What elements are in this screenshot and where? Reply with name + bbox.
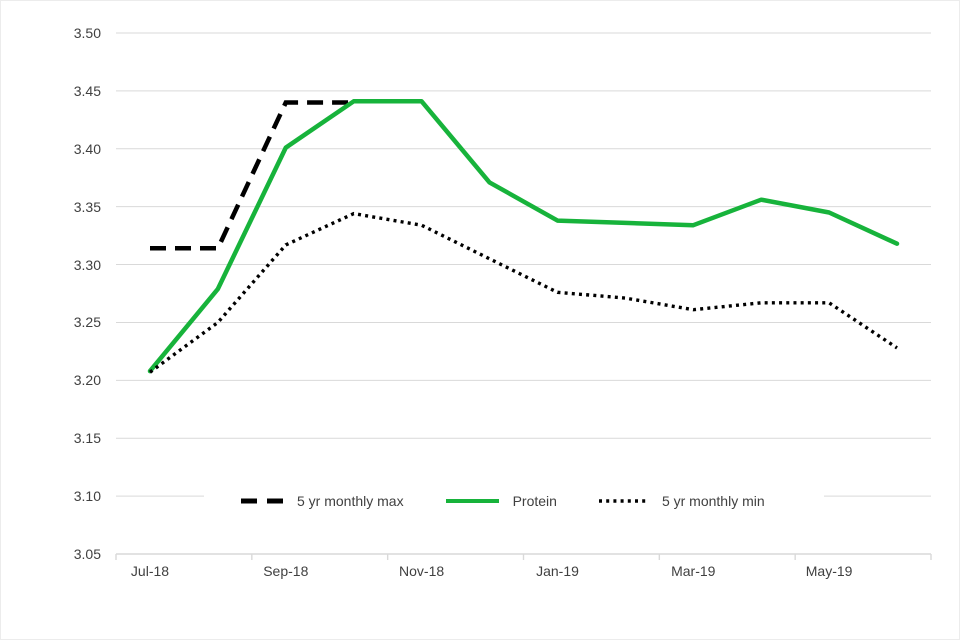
x-axis-label: Jul-18 (130, 563, 170, 579)
series-line-protein (147, 99, 900, 374)
legend-background (204, 479, 824, 515)
y-axis-label: 3.35 (73, 198, 101, 215)
y-axis-label: 3.20 (73, 372, 101, 389)
series-line-5-yr-monthly-min (148, 211, 898, 374)
y-axis-label: 3.50 (73, 25, 101, 41)
legend-label-max: 5 yr monthly max (297, 493, 404, 509)
dashed-line-icon (241, 498, 283, 504)
legend-label-protein: Protein (512, 493, 557, 509)
y-axis-label: 3.15 (73, 430, 101, 447)
x-axis-label: Mar-19 (671, 563, 716, 579)
x-axis-label: Nov-18 (399, 563, 445, 579)
y-axis-label: 3.30 (73, 256, 101, 273)
y-axis-label: 3.10 (73, 488, 101, 505)
x-axis-label: May-19 (805, 563, 853, 579)
y-axis-label: 3.25 (73, 314, 101, 331)
series-line-5-yr-monthly-max (150, 100, 354, 251)
solid-line-icon (445, 499, 499, 503)
legend-item-max: 5 yr monthly max (241, 493, 404, 509)
y-axis-label: 3.05 (73, 546, 101, 562)
legend-item-min: 5 yr monthly min (598, 493, 765, 509)
legend-item-protein: Protein (445, 493, 557, 509)
dotted-line-icon (598, 499, 648, 503)
y-axis-label: 3.45 (73, 82, 101, 99)
legend: 5 yr monthly max Protein 5 yr monthly mi… (241, 488, 765, 514)
legend-label-min: 5 yr monthly min (661, 493, 765, 509)
x-axis-label: Sep-18 (263, 563, 309, 579)
y-axis-label: 3.40 (73, 140, 101, 157)
x-axis-label: Jan-19 (536, 563, 579, 579)
